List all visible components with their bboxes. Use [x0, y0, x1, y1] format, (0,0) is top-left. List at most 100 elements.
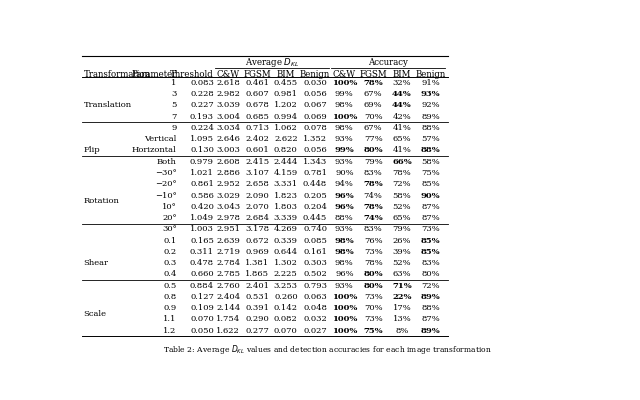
Text: 0.644: 0.644 [274, 248, 298, 256]
Text: 1.302: 1.302 [274, 259, 298, 267]
Text: 4.159: 4.159 [274, 169, 298, 177]
Text: 80%: 80% [364, 282, 383, 290]
Text: 94%: 94% [335, 180, 354, 188]
Text: 2.404: 2.404 [216, 293, 241, 301]
Text: 0.127: 0.127 [190, 293, 214, 301]
Text: 2.415: 2.415 [245, 158, 269, 166]
Text: 75%: 75% [421, 169, 440, 177]
Text: 1.865: 1.865 [245, 270, 269, 278]
Text: 3.339: 3.339 [274, 214, 298, 222]
Text: 1.803: 1.803 [274, 203, 298, 211]
Text: 9: 9 [172, 124, 177, 132]
Text: 80%: 80% [421, 270, 440, 278]
Text: 87%: 87% [421, 203, 440, 211]
Text: 88%: 88% [335, 214, 354, 222]
Text: Shear: Shear [83, 259, 108, 267]
Text: 72%: 72% [421, 282, 440, 290]
Text: 98%: 98% [335, 236, 355, 244]
Text: 2.402: 2.402 [245, 135, 269, 143]
Text: 1.1: 1.1 [163, 315, 177, 323]
Text: 75%: 75% [364, 327, 383, 335]
Text: 0.781: 0.781 [303, 169, 327, 177]
Text: 1: 1 [172, 79, 177, 87]
Text: 0.8: 0.8 [163, 293, 177, 301]
Text: 99%: 99% [335, 146, 355, 154]
Text: 87%: 87% [421, 315, 440, 323]
Text: 71%: 71% [392, 282, 412, 290]
Text: 0.290: 0.290 [245, 315, 269, 323]
Text: BIM: BIM [393, 70, 411, 80]
Text: 0.078: 0.078 [303, 124, 327, 132]
Text: Benign: Benign [415, 70, 446, 80]
Text: 99%: 99% [335, 90, 354, 98]
Text: Horizontal: Horizontal [132, 146, 177, 154]
Text: FGSM: FGSM [359, 70, 387, 80]
Text: 3.039: 3.039 [216, 102, 240, 110]
Text: 74%: 74% [364, 214, 383, 222]
Text: 1.202: 1.202 [274, 102, 298, 110]
Text: 0.311: 0.311 [190, 248, 214, 256]
Text: 2.618: 2.618 [216, 79, 240, 87]
Text: 32%: 32% [392, 79, 412, 87]
Text: 0.9: 0.9 [163, 304, 177, 312]
Text: 100%: 100% [332, 79, 357, 87]
Text: 2.639: 2.639 [216, 236, 240, 244]
Text: 57%: 57% [421, 135, 440, 143]
Text: 73%: 73% [364, 293, 383, 301]
Text: 2.952: 2.952 [216, 180, 240, 188]
Text: 93%: 93% [335, 282, 354, 290]
Text: 69%: 69% [364, 102, 383, 110]
Text: 0.2: 0.2 [164, 248, 177, 256]
Text: 88%: 88% [420, 146, 440, 154]
Text: 83%: 83% [364, 169, 383, 177]
Text: 88%: 88% [421, 304, 440, 312]
Text: 17%: 17% [392, 304, 412, 312]
Text: 3.004: 3.004 [216, 113, 240, 121]
Text: BIM: BIM [276, 70, 295, 80]
Text: 0.083: 0.083 [190, 79, 214, 87]
Text: 0.448: 0.448 [303, 180, 327, 188]
Text: 96%: 96% [335, 270, 354, 278]
Text: 0.165: 0.165 [190, 236, 214, 244]
Text: 93%: 93% [335, 225, 354, 233]
Text: 0.740: 0.740 [303, 225, 327, 233]
Text: 3.178: 3.178 [245, 225, 269, 233]
Text: −30°: −30° [155, 169, 177, 177]
Text: 0.027: 0.027 [303, 327, 327, 335]
Text: 1.622: 1.622 [216, 327, 240, 335]
Text: 80%: 80% [364, 146, 383, 154]
Text: 3.253: 3.253 [274, 282, 298, 290]
Text: 0.793: 0.793 [303, 282, 327, 290]
Text: 0.607: 0.607 [245, 90, 269, 98]
Text: 0.050: 0.050 [190, 327, 214, 335]
Text: 0.067: 0.067 [303, 102, 327, 110]
Text: 3.003: 3.003 [216, 146, 240, 154]
Text: 2.760: 2.760 [216, 282, 240, 290]
Text: Flip: Flip [83, 146, 100, 154]
Text: 3.331: 3.331 [274, 180, 298, 188]
Text: 0.142: 0.142 [274, 304, 298, 312]
Text: 2.886: 2.886 [216, 169, 240, 177]
Text: 63%: 63% [392, 270, 412, 278]
Text: 85%: 85% [421, 236, 440, 244]
Text: 0.193: 0.193 [190, 113, 214, 121]
Text: 22%: 22% [392, 293, 412, 301]
Text: 79%: 79% [392, 225, 412, 233]
Text: 88%: 88% [421, 124, 440, 132]
Text: 0.030: 0.030 [303, 79, 327, 87]
Text: 2.444: 2.444 [274, 158, 298, 166]
Text: 93%: 93% [335, 135, 354, 143]
Text: 98%: 98% [335, 102, 354, 110]
Text: 0.161: 0.161 [303, 248, 327, 256]
Text: 2.719: 2.719 [216, 248, 240, 256]
Text: Table 2: Average $D_{KL}$ values and detection accuracies for each image transfo: Table 2: Average $D_{KL}$ values and det… [163, 343, 493, 356]
Text: 76%: 76% [364, 236, 383, 244]
Text: 0.884: 0.884 [190, 282, 214, 290]
Text: 90%: 90% [421, 192, 440, 200]
Text: Both: Both [157, 158, 177, 166]
Text: 1.343: 1.343 [303, 158, 327, 166]
Text: 0.056: 0.056 [303, 90, 327, 98]
Text: 1.021: 1.021 [190, 169, 214, 177]
Text: 98%: 98% [335, 259, 354, 267]
Text: 66%: 66% [392, 158, 412, 166]
